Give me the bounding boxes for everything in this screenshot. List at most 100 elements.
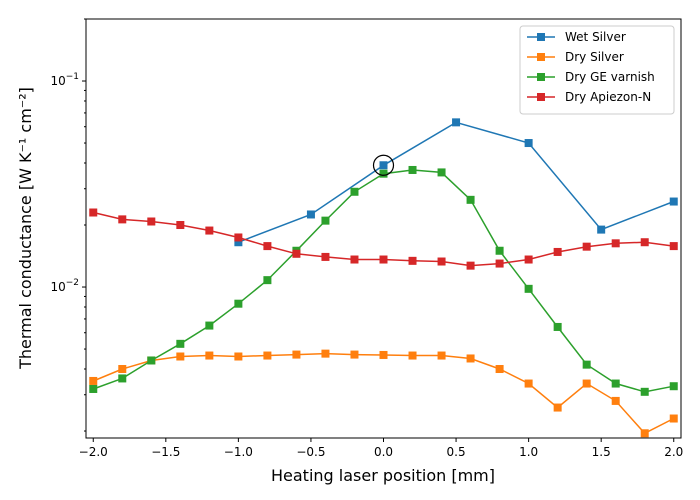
data-point xyxy=(466,354,475,363)
data-point xyxy=(118,374,127,383)
data-point xyxy=(553,322,562,331)
data-point xyxy=(263,351,272,360)
legend-marker xyxy=(537,53,545,61)
data-point xyxy=(350,350,359,359)
data-point xyxy=(553,403,562,412)
legend-entry: Dry GE varnish xyxy=(527,70,655,84)
data-point xyxy=(147,356,156,365)
data-point xyxy=(669,382,678,391)
data-point xyxy=(582,242,591,251)
data-point xyxy=(379,169,388,178)
data-point xyxy=(495,246,504,255)
data-point xyxy=(524,284,533,293)
x-tick-label: 1.5 xyxy=(592,445,611,459)
data-point xyxy=(437,257,446,266)
legend-entry: Dry Apiezon-N xyxy=(527,90,651,104)
data-point xyxy=(669,242,678,251)
data-point xyxy=(379,350,388,359)
data-point xyxy=(118,365,127,374)
data-point xyxy=(263,276,272,285)
x-tick-label: 2.0 xyxy=(664,445,683,459)
data-point xyxy=(321,252,330,261)
x-tick-label: −2.0 xyxy=(79,445,108,459)
legend-marker xyxy=(537,93,545,101)
data-point xyxy=(640,238,649,247)
y-tick-label: 10−1 xyxy=(50,72,79,88)
series-wet-silver xyxy=(234,118,678,247)
legend-frame xyxy=(519,25,675,115)
x-tick-label: 0.5 xyxy=(447,445,466,459)
data-point xyxy=(379,255,388,264)
data-point xyxy=(176,352,185,361)
y-tick-label: 10−2 xyxy=(50,278,79,294)
data-point xyxy=(234,233,243,242)
data-point xyxy=(147,217,156,226)
data-point xyxy=(669,197,678,206)
series-layer xyxy=(89,118,678,438)
data-point xyxy=(89,384,98,393)
data-point xyxy=(379,161,388,170)
data-point xyxy=(321,349,330,358)
data-point xyxy=(234,238,243,247)
legend-label: Wet Silver xyxy=(565,30,626,44)
data-point xyxy=(582,379,591,388)
data-point xyxy=(408,256,417,265)
x-axis-label: Heating laser position [mm] xyxy=(271,466,495,485)
data-point xyxy=(234,299,243,308)
data-point xyxy=(176,339,185,348)
legend: Wet Silver Dry Silver Dry GE varnish Dry Ap… xyxy=(519,25,675,115)
legend-marker xyxy=(537,73,545,81)
legend-label: Dry GE varnish xyxy=(565,70,655,84)
x-tick-label: −1.5 xyxy=(151,445,180,459)
data-point xyxy=(205,351,214,360)
data-point xyxy=(495,259,504,268)
data-point xyxy=(89,208,98,217)
data-point xyxy=(350,255,359,264)
series-dry-ge-varnish xyxy=(89,165,678,396)
data-point xyxy=(118,215,127,224)
x-tick-label: −1.0 xyxy=(224,445,253,459)
data-point xyxy=(205,226,214,235)
data-point xyxy=(205,321,214,330)
legend-entry: Wet Silver xyxy=(527,30,626,44)
data-point xyxy=(437,351,446,360)
data-point xyxy=(597,225,606,234)
series-dry-apiezon-n xyxy=(89,208,678,270)
data-point xyxy=(408,165,417,174)
highlight-circle xyxy=(372,154,395,176)
data-point xyxy=(582,360,591,369)
legend-entry: Dry Silver xyxy=(527,50,624,64)
data-point xyxy=(89,376,98,385)
x-tick-label: −0.5 xyxy=(296,445,325,459)
x-tick-label: 0.0 xyxy=(374,445,393,459)
data-point xyxy=(553,247,562,256)
data-point xyxy=(524,379,533,388)
legend-label: Dry Apiezon-N xyxy=(565,90,651,104)
data-point xyxy=(234,352,243,361)
legend-marker xyxy=(537,33,545,41)
y-axis-ticks: 10−2 10−1 xyxy=(50,18,86,432)
data-point xyxy=(350,187,359,196)
data-point xyxy=(437,168,446,177)
x-axis-ticks: −2.0 −1.5 −1.0 −0.5 0.0 0.5 1.0 1.5 2.0 xyxy=(79,438,683,459)
data-point xyxy=(524,139,533,148)
data-point xyxy=(292,249,301,258)
y-axis-label: Thermal conductance [W K⁻¹ cm⁻²] xyxy=(16,87,35,370)
data-point xyxy=(669,414,678,423)
data-point xyxy=(611,379,620,388)
data-point xyxy=(306,210,315,219)
series-dry-silver xyxy=(89,349,678,438)
data-point xyxy=(292,350,301,359)
data-point xyxy=(452,118,461,127)
data-point xyxy=(466,195,475,204)
data-point xyxy=(321,216,330,225)
data-point xyxy=(466,261,475,270)
annotation-layer xyxy=(372,154,395,176)
data-point xyxy=(263,242,272,251)
data-point xyxy=(524,255,533,264)
data-point xyxy=(495,365,504,374)
data-point xyxy=(640,387,649,396)
data-point xyxy=(611,396,620,405)
data-point xyxy=(176,221,185,230)
